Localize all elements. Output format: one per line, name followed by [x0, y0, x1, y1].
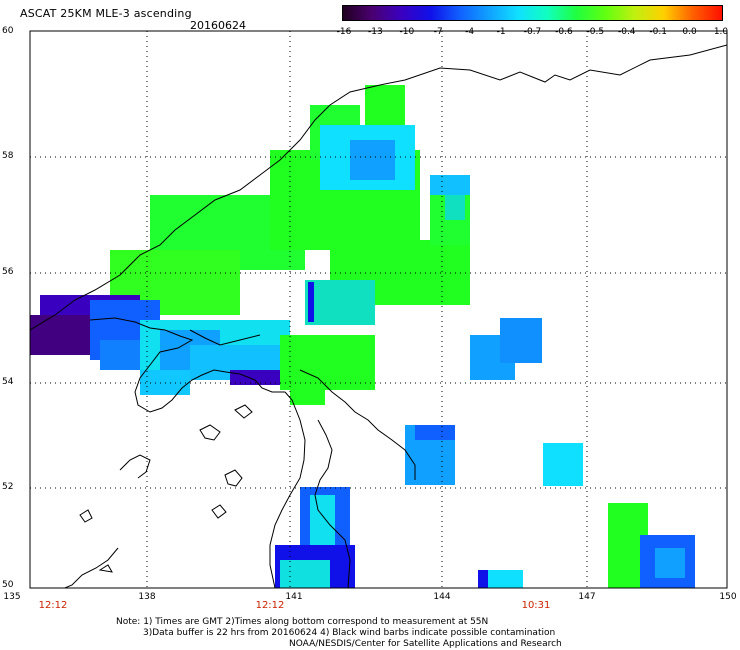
- lon-label: 150: [719, 592, 737, 602]
- lat-label: 58: [2, 151, 14, 161]
- lon-label: 144: [433, 592, 451, 602]
- graticule: [30, 31, 727, 588]
- lat-label: 60: [2, 26, 14, 36]
- pass-time-label: 12:12: [255, 600, 285, 611]
- swath-cell: [445, 195, 465, 220]
- colorbar-tick-label: -10: [399, 27, 415, 37]
- map-title: ASCAT 25KM MLE-3 ascending: [20, 7, 192, 20]
- lat-label: 56: [2, 267, 14, 277]
- colorbar-tick-label: -13: [368, 27, 383, 37]
- pass-time-label: 12:12: [38, 600, 68, 611]
- swath-cell: [655, 548, 685, 578]
- swath-cell: [478, 570, 523, 588]
- colorbar-tick-label: -16: [336, 27, 352, 37]
- swath-cell: [500, 318, 542, 363]
- lon-label: 147: [578, 592, 596, 602]
- swath-cell: [310, 495, 335, 545]
- colorbar: [342, 5, 723, 21]
- swath-cell: [543, 443, 583, 486]
- colorbar-tick-label: -7: [433, 27, 443, 37]
- swath-cell: [430, 175, 470, 195]
- lat-label: 52: [2, 482, 14, 492]
- note-line-2: 3)Data buffer is 22 hrs from 20160624 4)…: [143, 628, 556, 638]
- swath-cell: [350, 140, 395, 180]
- swath-cell: [280, 560, 330, 588]
- map-frame: [29, 30, 728, 589]
- colorbar-tick-label: -0.7: [523, 27, 542, 37]
- colorbar-tick-label: 1.0: [713, 27, 729, 37]
- note-line-3: NOAA/NESDIS/Center for Satellite Applica…: [289, 639, 562, 649]
- swath-cell: [365, 85, 405, 130]
- colorbar-tick-label: -4: [465, 27, 475, 37]
- lat-label: 54: [2, 377, 14, 387]
- coastline: [30, 44, 727, 588]
- swath-cell: [305, 280, 375, 325]
- swath-cell: [415, 425, 455, 440]
- lon-label: 141: [285, 592, 303, 602]
- lon-label: 135: [3, 592, 21, 602]
- lon-label: 138: [138, 592, 156, 602]
- colorbar-tick-label: -1: [496, 27, 506, 37]
- swath-cell: [308, 282, 314, 322]
- lat-label: 50: [2, 580, 14, 590]
- swath-cell: [478, 570, 488, 588]
- colorbar-tick-label: -0.5: [586, 27, 605, 37]
- swath-cell: [30, 315, 90, 355]
- wind-swath-cells: [30, 85, 695, 588]
- pass-time-label: 10:31: [521, 600, 551, 611]
- colorbar-tick-label: -0.6: [555, 27, 573, 37]
- note-line-1: Note: 1) Times are GMT 2)Times along bot…: [116, 617, 489, 627]
- map-date: 20160624: [190, 19, 246, 32]
- colorbar-tick-label: -0.4: [617, 27, 636, 37]
- colorbar-tick-label: -0.1: [649, 27, 667, 37]
- swath-cell: [230, 370, 280, 385]
- colorbar-tick-label: 0.0: [682, 27, 697, 37]
